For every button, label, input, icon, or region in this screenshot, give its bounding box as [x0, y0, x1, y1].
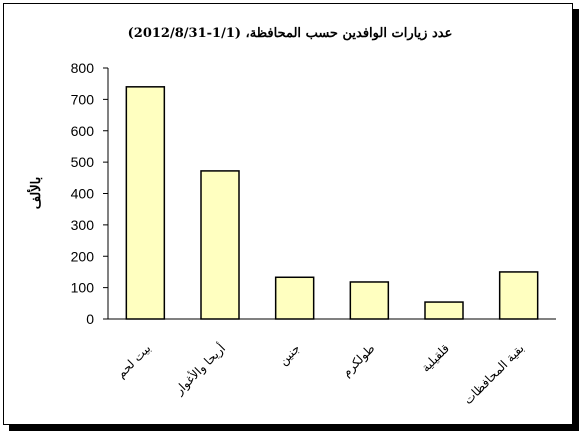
bar [349, 281, 390, 320]
chart-frame [3, 3, 573, 425]
y-tick-label: 100 [71, 280, 95, 296]
y-axis-label: بالألف [27, 177, 44, 209]
y-tick-label: 300 [71, 217, 95, 233]
x-tick-label: أريحا والأغوار [171, 341, 228, 398]
y-tick-label: 700 [71, 91, 95, 107]
y-tick-label: 0 [86, 311, 94, 327]
y-tick-label: 200 [71, 248, 95, 264]
x-tick-label: قلقيلية [419, 341, 453, 375]
bar [200, 170, 240, 320]
chart-title: عدد زيارات الوافدين حسب المحافظة، (1/1-2… [128, 26, 453, 41]
x-tick-label: جنين [276, 341, 303, 368]
plot-area: 0 100 200 300 400 500 600 700 800 بيت لحم أريحا وا… [71, 60, 556, 407]
bar [125, 86, 166, 320]
y-tick-label: 800 [71, 60, 95, 76]
bar [498, 271, 539, 320]
x-tick-label: بيت لحم [114, 341, 154, 381]
y-tick-label: 500 [71, 154, 95, 170]
bar [274, 276, 315, 320]
y-tick-label: 600 [71, 123, 95, 139]
x-tick-label: طولكرم [339, 341, 377, 379]
bar [424, 301, 464, 320]
y-tick-label: 400 [71, 186, 95, 202]
x-tick-label: بقية المحافظات [461, 341, 527, 407]
